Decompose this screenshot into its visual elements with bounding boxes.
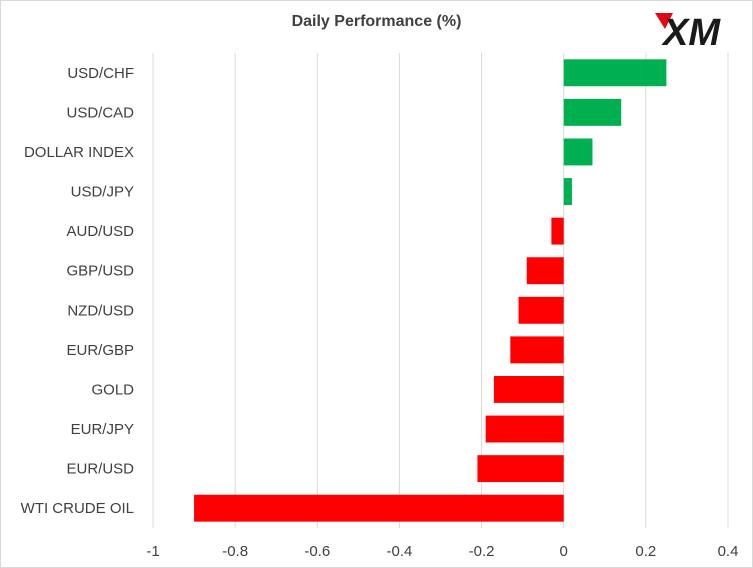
x-tick-label: -0.6 (304, 543, 330, 560)
chart-title: Daily Performance (%) (291, 13, 462, 30)
bar-gbp-usd (526, 257, 564, 285)
category-label: USD/CAD (66, 104, 134, 121)
bar-usd-cad (563, 98, 622, 126)
bar-wti-crude-oil (194, 494, 564, 522)
xm-logo: XM (655, 12, 721, 51)
x-tick-label: 0 (560, 543, 568, 560)
category-label: AUD/USD (66, 223, 134, 240)
category-label: USD/JPY (71, 184, 134, 201)
x-tick-label: 0.4 (718, 543, 739, 560)
category-label: EUR/JPY (71, 421, 134, 438)
bar-usd-chf (563, 59, 667, 87)
x-tick-label: -1 (146, 543, 159, 560)
category-label: USD/CHF (67, 65, 134, 82)
category-label: DOLLAR INDEX (24, 144, 134, 161)
x-tick-label: -0.8 (222, 543, 248, 560)
x-tick-label: -0.4 (386, 543, 412, 560)
bar-eur-gbp (510, 336, 564, 364)
category-label: EUR/USD (66, 461, 134, 478)
svg-text:XM: XM (661, 12, 721, 51)
bar-gold (493, 376, 564, 403)
category-label: EUR/GBP (66, 342, 134, 359)
bar-nzd-usd (518, 296, 564, 324)
x-tick-label: -0.2 (469, 543, 495, 560)
category-label: NZD/USD (67, 302, 134, 319)
bar-eur-usd (477, 455, 564, 483)
x-tick-label: 0.2 (635, 543, 656, 560)
bar-dollar-index (563, 138, 593, 166)
category-label: WTI CRUDE OIL (21, 500, 134, 517)
category-label: GBP/USD (66, 263, 134, 280)
category-label: GOLD (91, 381, 134, 398)
bar-aud-usd (551, 217, 564, 245)
bar-usd-jpy (563, 178, 572, 205)
bar-eur-jpy (485, 415, 564, 443)
